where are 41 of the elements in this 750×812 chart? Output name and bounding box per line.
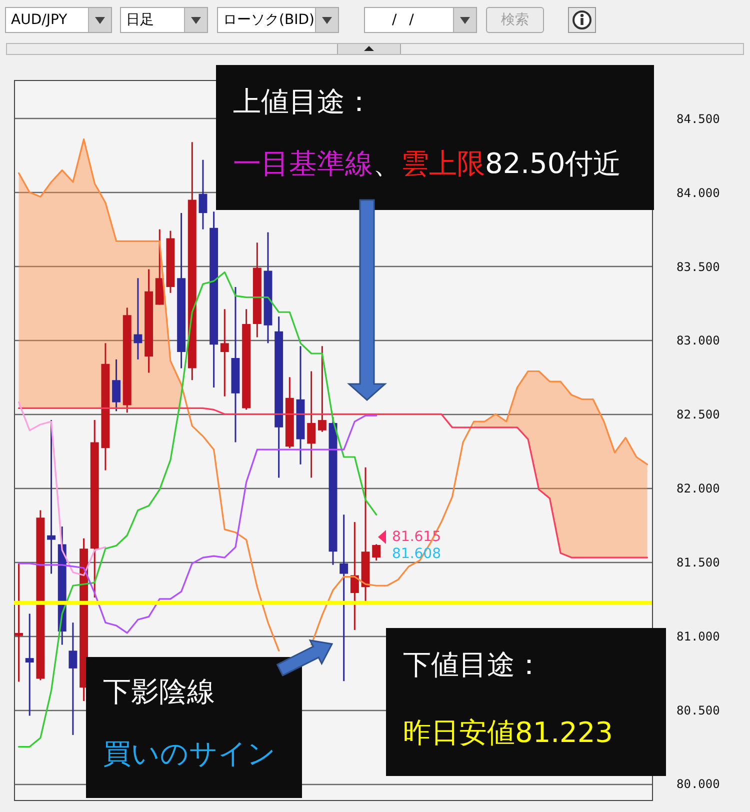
y-tick-label: 84.000 — [676, 186, 720, 200]
candlestick — [372, 543, 381, 562]
y-tick-label: 82.500 — [676, 408, 720, 422]
candlestick — [220, 308, 229, 398]
y-tick-label: 83.000 — [676, 334, 720, 348]
candlestick — [318, 345, 326, 433]
date-field: / / — [364, 7, 477, 33]
annotation: 下値目途： — [403, 648, 543, 681]
y-tick-label: 84.500 — [676, 112, 720, 126]
candlestick — [112, 358, 121, 412]
y-tick-label: 82.000 — [676, 482, 720, 496]
candlestick — [68, 622, 78, 736]
candlestick — [198, 159, 208, 230]
annotation: 82.50付近 — [485, 147, 622, 180]
line-series — [18, 414, 378, 634]
callout-box: 下値目途： 昨日安値81.223 — [386, 628, 666, 776]
candlestick — [307, 370, 316, 478]
search-button: 検索 — [486, 7, 544, 33]
y-tick-label: 81.500 — [676, 555, 720, 570]
dropdown: AUD/JPY — [5, 7, 112, 33]
candlestick — [47, 419, 56, 575]
y-tick-label: 80.000 — [676, 777, 720, 792]
y-tick-label: 80.500 — [676, 703, 720, 718]
annotation: 雲上限 — [401, 147, 485, 180]
line-series — [18, 407, 648, 558]
candlestick — [340, 514, 348, 682]
annotation: 下影陰線 — [103, 675, 215, 708]
annotation: 買いのサイン — [103, 737, 276, 770]
dropdown: 日足 — [120, 7, 208, 33]
candlestick — [14, 562, 23, 682]
y-tick-label: 83.500 — [676, 260, 720, 274]
annotation: 昨日安値81.223 — [403, 716, 613, 749]
candlestick — [25, 612, 34, 716]
candlestick — [134, 277, 142, 360]
line-series — [18, 402, 106, 576]
annotation: 、 — [373, 147, 401, 180]
callout-box: 下影陰線 買いのサイン — [86, 657, 302, 798]
y-tick-label: 81.000 — [676, 629, 720, 644]
annotation: 一目基準線 — [233, 147, 373, 180]
dropdown: ローソク(BID) — [217, 7, 339, 33]
annotation: 上値目途： — [233, 85, 373, 118]
